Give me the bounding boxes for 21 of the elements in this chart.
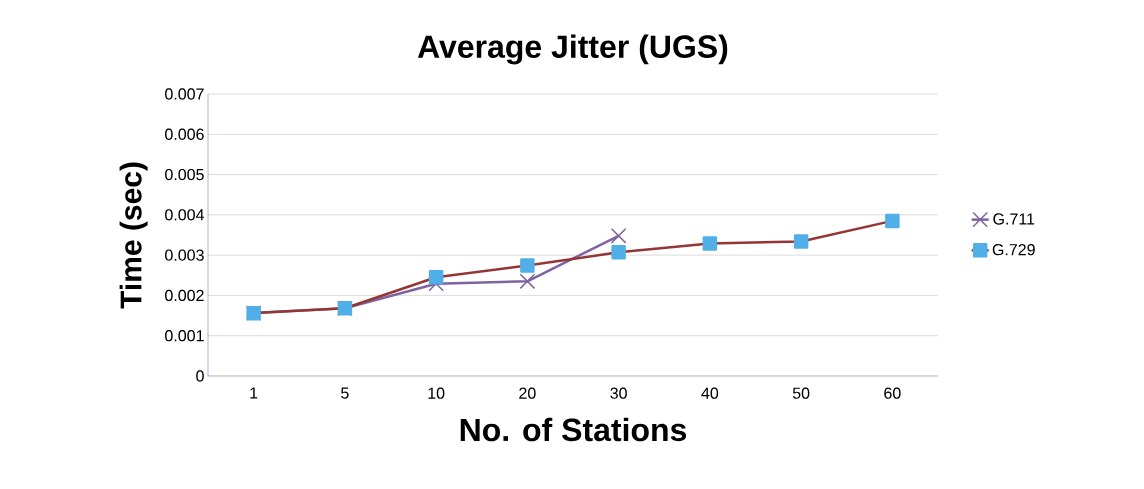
x-tick-label: 10 — [428, 387, 445, 399]
y-tick-label: 0.006 — [165, 128, 204, 140]
y-axis-title: Time (sec) — [119, 162, 148, 309]
y-tick-label: 0.003 — [165, 249, 204, 261]
y-tick-label: 0.001 — [165, 330, 204, 342]
x-tick-label: 30 — [610, 387, 627, 399]
chart-title: Average Jitter (UGS) — [417, 34, 728, 65]
y-tick-label: 0.002 — [165, 289, 204, 302]
x-tick-label: 20 — [519, 387, 536, 399]
x-axis-title: No. of Stations — [460, 417, 687, 442]
x-tick-label: 40 — [701, 387, 719, 399]
y-tick-label: 0 — [196, 370, 204, 382]
y-tick-label: 0.007 — [165, 88, 204, 100]
x-tick-label: 50 — [792, 387, 810, 399]
x-tick-label: 5 — [341, 387, 349, 399]
x-tick-label: 1 — [250, 387, 258, 399]
legend-label: G.729 — [992, 244, 1035, 256]
y-tick-label: 0.005 — [165, 168, 204, 181]
legend-label: G.711 — [993, 213, 1035, 225]
y-tick-label: 0.004 — [165, 209, 204, 221]
x-tick-label: 60 — [884, 387, 901, 399]
